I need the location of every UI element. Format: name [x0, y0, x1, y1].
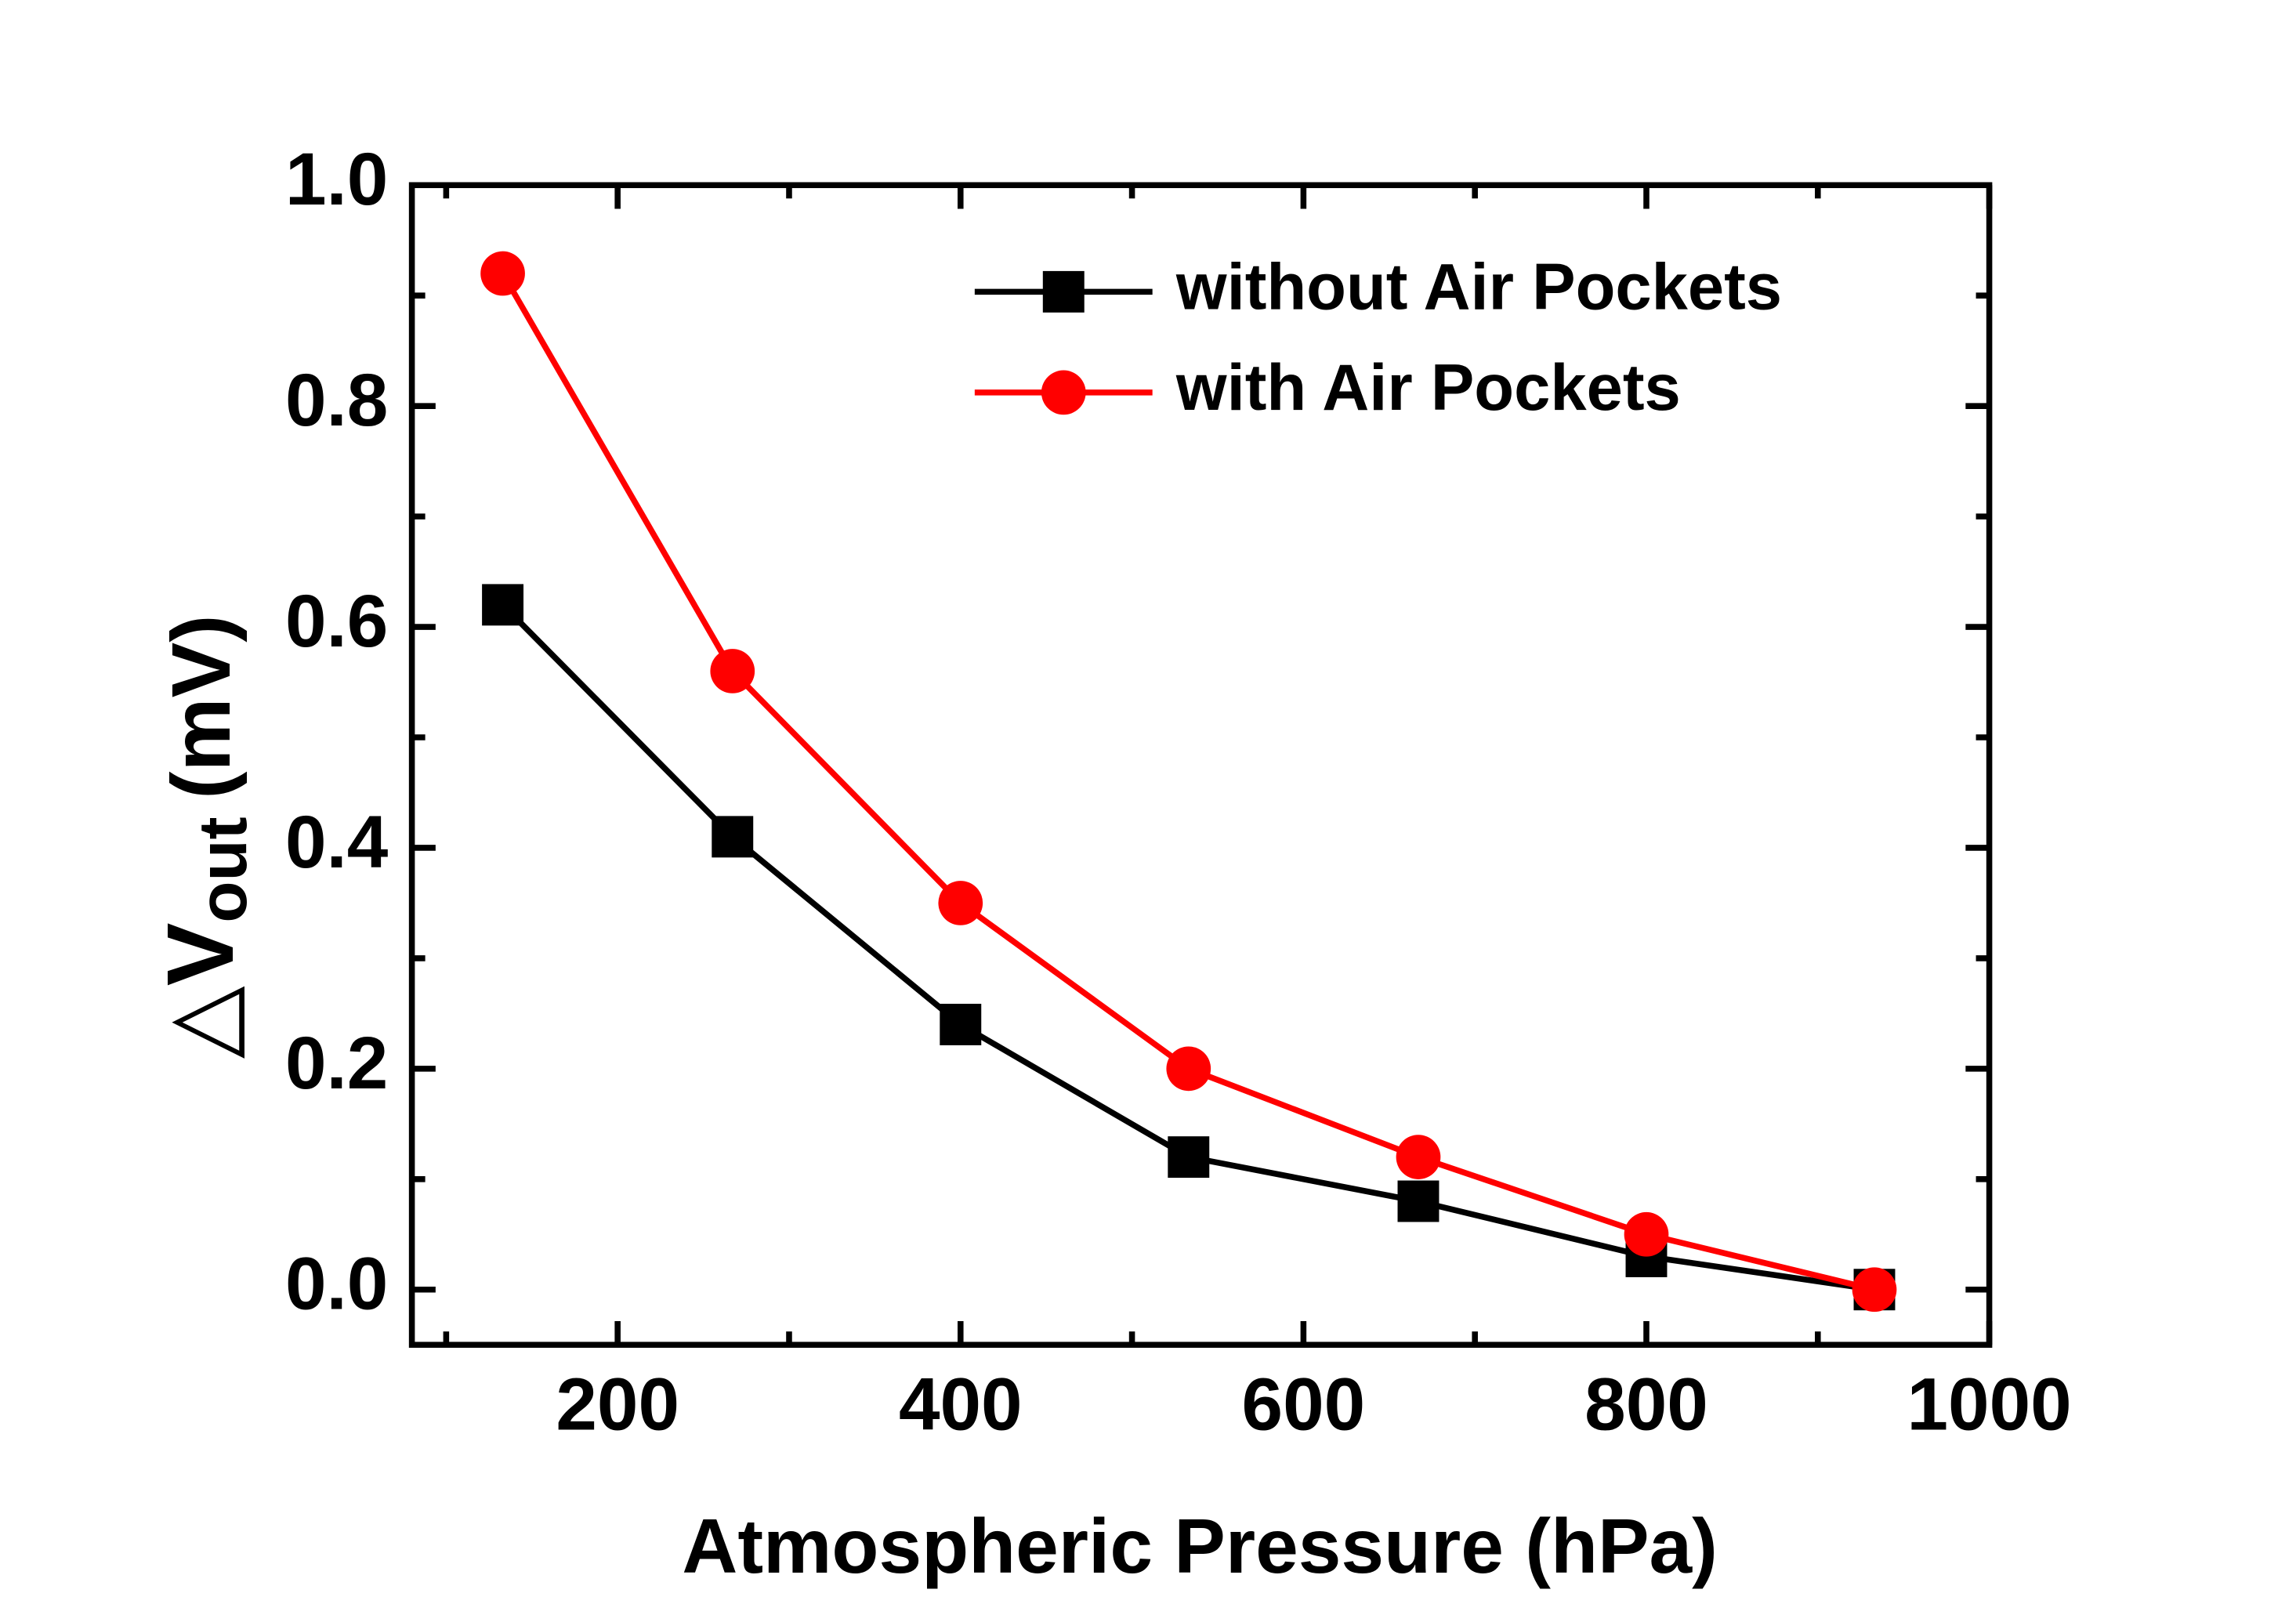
legend-marker — [1042, 270, 1085, 313]
y-tick-label: 0.6 — [285, 580, 388, 663]
x-tick-label: 800 — [1584, 1363, 1708, 1446]
x-tick-label: 200 — [556, 1363, 679, 1446]
data-point — [1396, 1135, 1441, 1179]
x-tick-label: 1000 — [1907, 1363, 2071, 1446]
data-point — [712, 816, 754, 858]
y-label-unit: (mV) — [155, 615, 248, 799]
y-tick-label: 0.2 — [285, 1022, 388, 1105]
data-point — [1397, 1180, 1440, 1222]
data-point — [1624, 1211, 1669, 1257]
y-label-main: △V — [147, 923, 253, 1059]
data-point — [710, 649, 755, 693]
x-axis-label: Atmospheric Pressure (hPa) — [682, 1503, 1718, 1589]
legend-label: with Air Pockets — [1175, 351, 1681, 424]
legend-marker — [1041, 370, 1086, 415]
data-point — [1852, 1267, 1897, 1313]
x-tick-label: 600 — [1242, 1363, 1366, 1446]
y-tick-label: 0.8 — [285, 359, 388, 442]
series-line — [500, 603, 1875, 1293]
y-label-sub: out — [185, 816, 261, 922]
x-tick-label: 400 — [899, 1363, 1023, 1446]
data-point — [480, 251, 525, 296]
data-point — [1166, 1046, 1211, 1092]
legend-label: without Air Pockets — [1175, 250, 1782, 323]
y-tick-label: 1.0 — [285, 138, 388, 221]
data-point — [938, 881, 983, 925]
y-axis-label: △Vout (mV) — [147, 615, 261, 1059]
y-tick-label: 0.4 — [285, 801, 389, 884]
data-point — [940, 1004, 982, 1045]
plot-frame — [408, 182, 1993, 1349]
data-point — [482, 584, 524, 626]
y-tick-label: 0.0 — [285, 1243, 388, 1326]
data-point — [1168, 1136, 1210, 1179]
